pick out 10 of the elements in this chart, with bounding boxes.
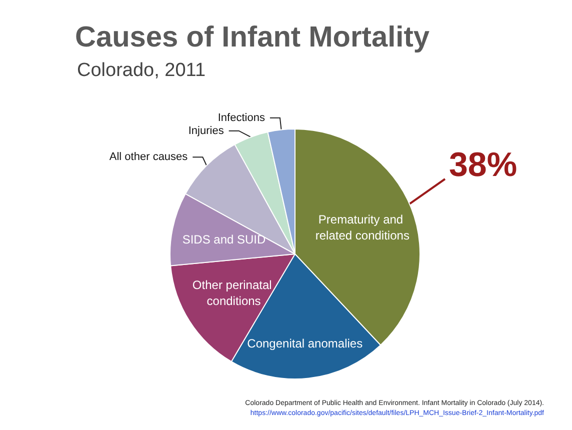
slice-label: Congenital anomalies	[247, 336, 363, 350]
data-label: 38%	[449, 146, 518, 184]
slice-label: SIDS and SUID	[182, 232, 266, 246]
slice-label: Injuries	[188, 124, 224, 137]
slice-label: All other causes	[109, 151, 188, 164]
chart-subtitle: Colorado, 2011	[77, 60, 206, 81]
slice-label: Prematurity and related conditions	[315, 212, 410, 242]
chart-title: Causes of Infant Mortality	[75, 22, 430, 54]
slice-label: Other perinatal conditions	[192, 278, 276, 308]
slice-label: Infections	[218, 112, 266, 124]
